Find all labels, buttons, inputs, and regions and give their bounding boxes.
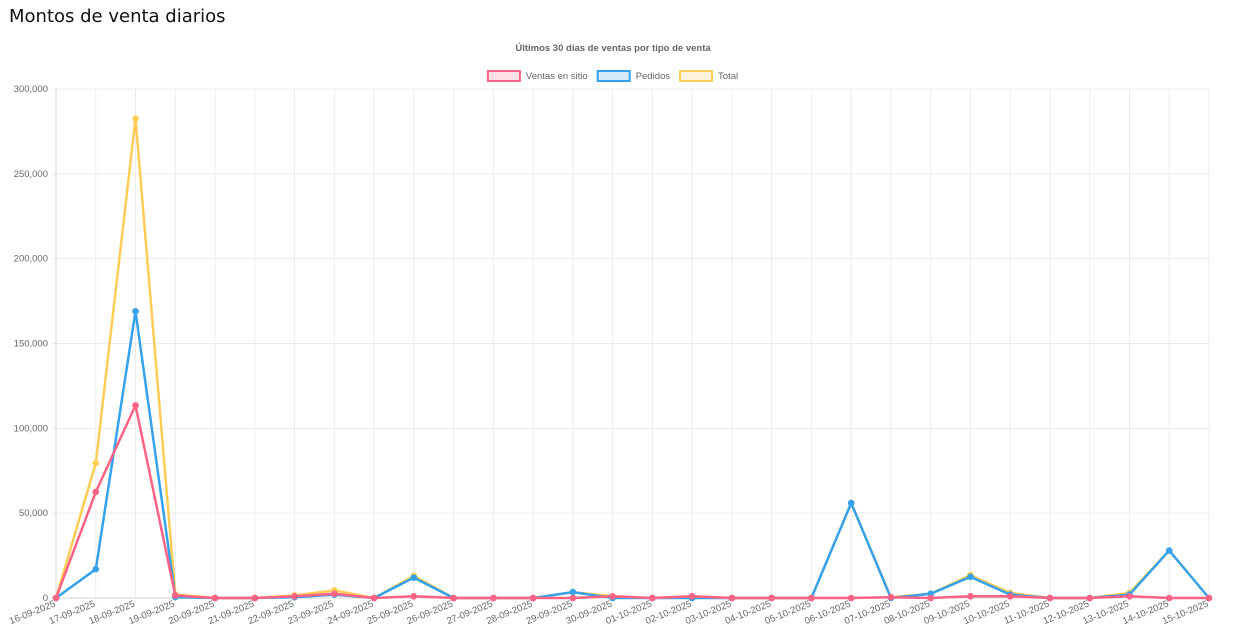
data-point: [1126, 593, 1133, 600]
x-axis: 16-09-202517-09-202518-09-202519-09-2025…: [8, 599, 1210, 627]
data-point: [370, 594, 378, 602]
series-line: [54, 404, 1209, 600]
y-tick-label: 0: [43, 593, 48, 604]
data-point: [728, 594, 736, 602]
data-point: [1046, 594, 1054, 602]
data-point: [609, 593, 616, 600]
x-tick-label: 10-10-2025: [962, 599, 1011, 627]
y-tick-label: 100,000: [14, 423, 48, 434]
data-point: [331, 590, 338, 598]
data-point: [132, 307, 139, 315]
data-point: [92, 488, 100, 496]
data-point: [132, 402, 139, 409]
data-point: [1006, 593, 1014, 600]
data-point: [649, 594, 656, 602]
data-point: [927, 594, 934, 602]
data-point: [410, 593, 418, 600]
data-point: [569, 594, 577, 602]
legend-label: Ventas en sitio: [526, 71, 588, 82]
data-point: [291, 593, 298, 600]
data-point: [92, 565, 100, 573]
y-tick-label: 50,000: [19, 508, 48, 519]
data-point: [52, 594, 60, 602]
data-point: [847, 499, 855, 507]
chart-series: [52, 115, 1213, 602]
y-tick-label: 250,000: [14, 169, 48, 180]
legend-swatch: [486, 70, 521, 82]
chart-grid: [52, 88, 1210, 602]
series-line: [55, 310, 1210, 600]
data-point: [92, 459, 100, 467]
data-point: [132, 115, 139, 122]
y-tick-label: 300,000: [14, 84, 48, 95]
data-point: [688, 593, 696, 600]
data-point: [1165, 594, 1173, 602]
legend-swatch: [679, 70, 714, 82]
data-point: [410, 574, 418, 581]
data-point: [847, 594, 855, 602]
data-point: [967, 593, 974, 600]
data-point: [768, 594, 775, 602]
page-title: Montos de venta diarios: [9, 6, 226, 27]
data-point: [211, 594, 219, 602]
chart-legend: Ventas en sitio Pedidos Total: [486, 70, 738, 82]
data-point: [529, 594, 537, 602]
series-line: [54, 117, 1210, 600]
data-point: [887, 593, 895, 601]
y-tick-label: 200,000: [14, 254, 48, 265]
data-point: [1165, 547, 1173, 554]
data-point: [1086, 594, 1094, 602]
data-point: [490, 594, 497, 602]
data-point: [251, 594, 259, 602]
legend-label: Total: [718, 71, 738, 82]
data-point: [967, 573, 974, 581]
chart-title: Últimos 30 días de ventas por tipo de ve…: [515, 42, 711, 54]
legend-label: Pedidos: [636, 71, 671, 82]
y-tick-label: 150,000: [14, 339, 48, 350]
y-axis: 0 50,000 100,000 150,000 200,000 250,000 300,0…: [14, 84, 48, 604]
data-point: [808, 594, 815, 602]
data-point: [450, 594, 457, 602]
data-point: [171, 592, 179, 599]
data-point: [1205, 594, 1213, 602]
legend-swatch: [596, 70, 631, 82]
data-point: [569, 588, 577, 596]
x-tick-label: 15-10-2025: [1161, 599, 1210, 627]
